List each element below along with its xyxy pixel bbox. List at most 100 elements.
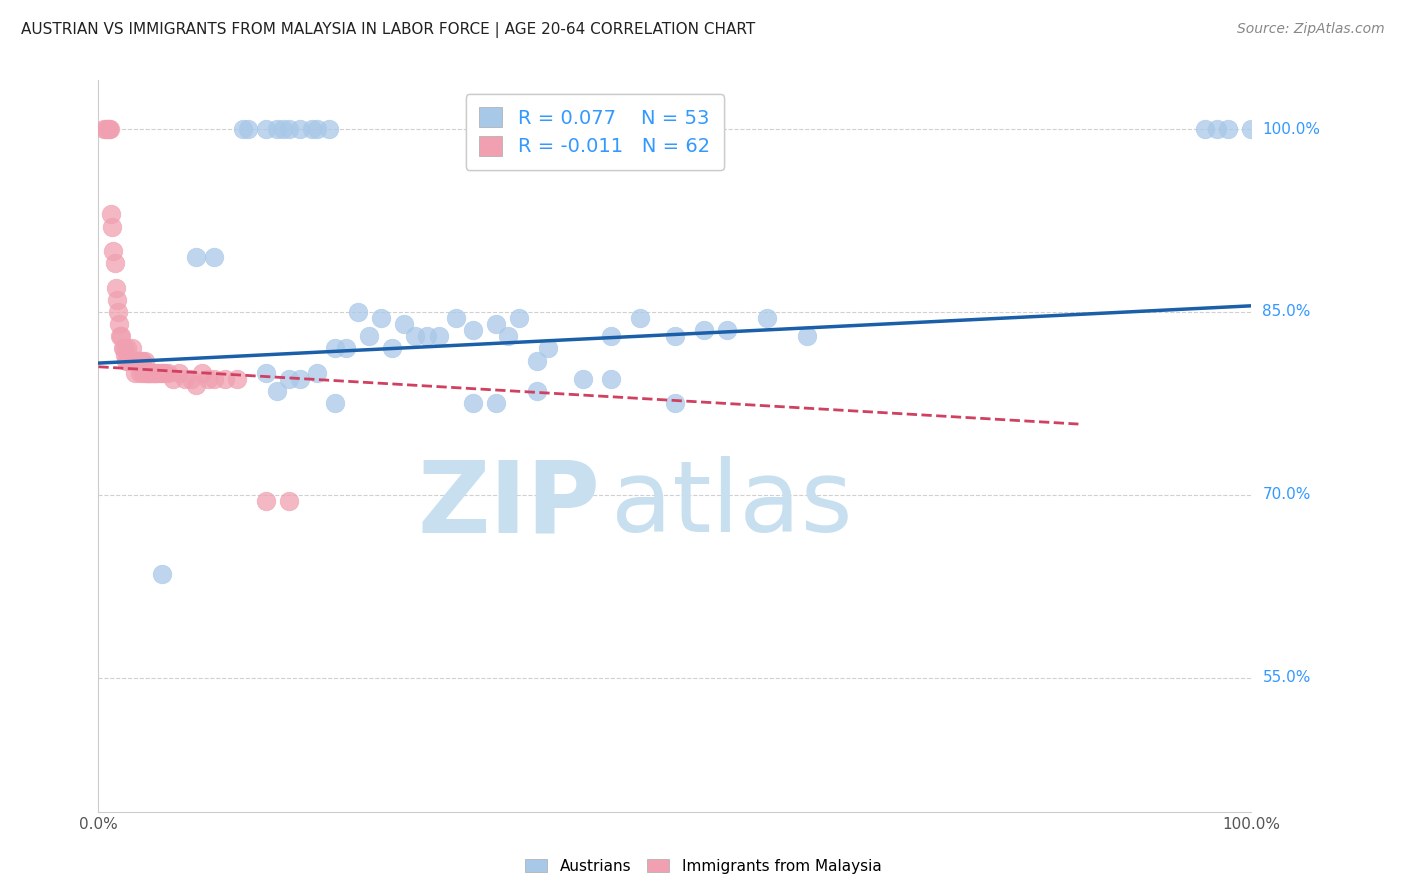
Point — [485, 396, 508, 410]
Point — [716, 323, 738, 337]
Point — [1194, 122, 1216, 136]
Point — [266, 122, 288, 136]
Point — [405, 329, 427, 343]
Point — [290, 372, 312, 386]
Point — [114, 348, 136, 362]
Point — [142, 366, 165, 380]
Point — [128, 353, 150, 368]
Legend: Austrians, Immigrants from Malaysia: Austrians, Immigrants from Malaysia — [519, 853, 887, 880]
Point — [290, 122, 312, 136]
Point — [107, 305, 129, 319]
Point — [132, 366, 155, 380]
Point — [277, 122, 299, 136]
Point — [600, 372, 623, 386]
Point — [254, 366, 277, 380]
Point — [112, 342, 135, 356]
Text: 70.0%: 70.0% — [1263, 487, 1310, 502]
Point — [124, 366, 146, 380]
Point — [101, 219, 124, 234]
Point — [347, 305, 370, 319]
Point — [152, 366, 174, 380]
Point — [191, 366, 214, 380]
Point — [150, 567, 173, 582]
Point — [225, 372, 247, 386]
Point — [266, 384, 288, 399]
Point — [526, 353, 548, 368]
Point — [138, 366, 160, 380]
Point — [120, 353, 142, 368]
Point — [277, 372, 299, 386]
Point — [392, 317, 415, 331]
Point — [122, 353, 145, 368]
Point — [796, 329, 818, 343]
Point — [381, 342, 404, 356]
Point — [111, 342, 134, 356]
Point — [125, 353, 148, 368]
Point — [756, 311, 779, 326]
Point — [97, 122, 120, 136]
Point — [156, 366, 179, 380]
Point — [97, 122, 120, 136]
Point — [301, 122, 323, 136]
Point — [254, 122, 277, 136]
Point — [148, 366, 170, 380]
Point — [96, 122, 118, 136]
Point — [444, 311, 467, 326]
Point — [271, 122, 294, 136]
Point — [307, 366, 329, 380]
Point — [508, 311, 530, 326]
Point — [104, 280, 127, 294]
Point — [202, 372, 225, 386]
Point — [167, 366, 190, 380]
Text: Source: ZipAtlas.com: Source: ZipAtlas.com — [1237, 22, 1385, 37]
Point — [600, 329, 623, 343]
Point — [202, 250, 225, 264]
Point — [108, 317, 131, 331]
Point — [461, 323, 484, 337]
Point — [149, 366, 172, 380]
Point — [1205, 122, 1227, 136]
Point — [277, 494, 299, 508]
Point — [155, 366, 177, 380]
Text: AUSTRIAN VS IMMIGRANTS FROM MALAYSIA IN LABOR FORCE | AGE 20-64 CORRELATION CHAR: AUSTRIAN VS IMMIGRANTS FROM MALAYSIA IN … — [21, 22, 755, 38]
Point — [129, 366, 152, 380]
Point — [1218, 122, 1240, 136]
Point — [335, 342, 357, 356]
Point — [100, 207, 122, 221]
Point — [105, 293, 128, 307]
Point — [254, 494, 277, 508]
Point — [141, 366, 163, 380]
Point — [122, 353, 145, 368]
Point — [186, 378, 208, 392]
Point — [416, 329, 439, 343]
Point — [628, 311, 651, 326]
Point — [115, 353, 138, 368]
Text: atlas: atlas — [612, 456, 853, 553]
Point — [143, 366, 166, 380]
Text: ZIP: ZIP — [418, 456, 600, 553]
Point — [664, 329, 686, 343]
Point — [103, 244, 125, 258]
Point — [318, 122, 340, 136]
Point — [131, 353, 153, 368]
Point — [121, 342, 143, 356]
Point — [129, 353, 152, 368]
Point — [127, 353, 149, 368]
Point — [664, 396, 686, 410]
Point — [98, 122, 121, 136]
Point — [135, 366, 157, 380]
Point — [197, 372, 219, 386]
Text: 55.0%: 55.0% — [1263, 670, 1310, 685]
Point — [134, 353, 156, 368]
Point — [110, 329, 132, 343]
Point — [461, 396, 484, 410]
Point — [238, 122, 260, 136]
Point — [370, 311, 392, 326]
Point — [162, 372, 184, 386]
Point — [526, 384, 548, 399]
Point — [139, 366, 162, 380]
Point — [174, 372, 197, 386]
Point — [323, 342, 346, 356]
Point — [1240, 122, 1263, 136]
Point — [180, 372, 202, 386]
